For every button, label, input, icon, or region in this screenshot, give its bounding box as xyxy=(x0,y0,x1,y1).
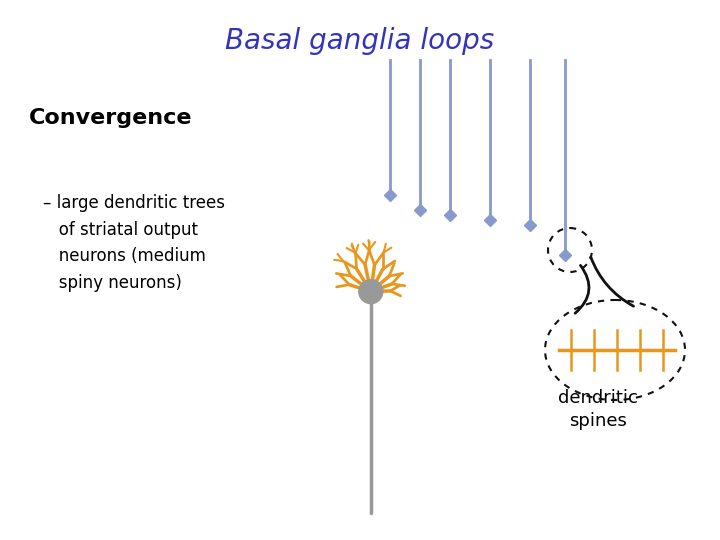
Text: Convergence: Convergence xyxy=(29,108,192,128)
Circle shape xyxy=(359,280,383,303)
Text: Basal ganglia loops: Basal ganglia loops xyxy=(225,27,495,55)
Text: dendritic
spines: dendritic spines xyxy=(558,389,637,430)
Text: – large dendritic trees
   of striatal output
   neurons (medium
   spiny neuron: – large dendritic trees of striatal outp… xyxy=(43,194,225,292)
